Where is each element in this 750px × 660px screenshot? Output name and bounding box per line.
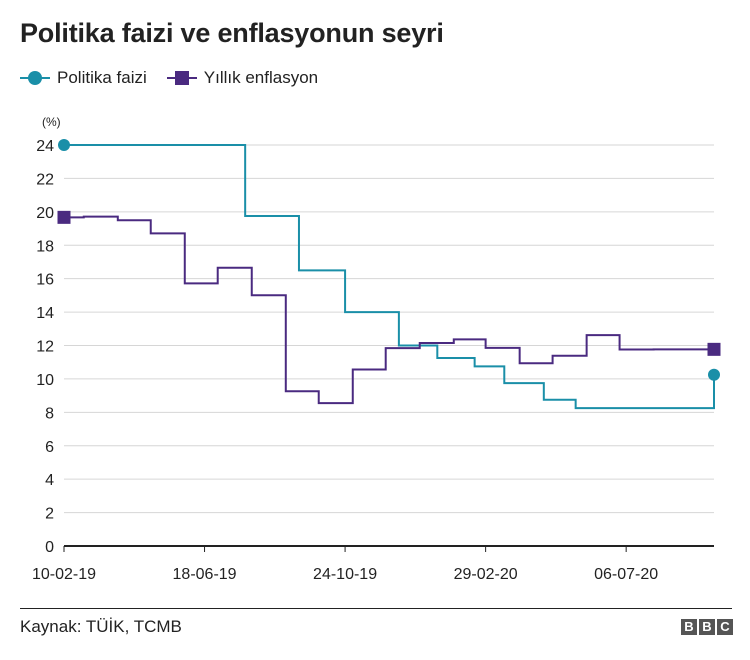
y-tick-label: 10: [36, 372, 54, 389]
y-tick-label: 6: [45, 439, 54, 456]
y-tick-label: 14: [36, 305, 54, 322]
logo-letter: C: [717, 619, 733, 635]
y-tick-label: 24: [36, 138, 54, 155]
inflation-line: [64, 215, 714, 405]
y-tick-label: 16: [36, 272, 54, 289]
policy-rate-end-marker: [708, 368, 720, 381]
x-tick-label: 18-06-19: [173, 566, 237, 583]
chart-legend: Politika faizi Yıllık enflasyon: [20, 68, 318, 88]
y-tick-label: 12: [36, 339, 54, 356]
y-tick-label: 0: [45, 539, 54, 556]
legend-label-annual-inflation: Yıllık enflasyon: [203, 68, 319, 87]
y-tick-label: 2: [45, 506, 54, 523]
inflation-end-marker: [707, 342, 721, 356]
chart-title: Politika faizi ve enflasyonun seyri: [20, 18, 444, 48]
legend-item-policy-rate: Politika faizi: [20, 68, 147, 88]
x-tick-label: 06-07-20: [594, 566, 658, 583]
y-tick-label: 22: [36, 171, 54, 188]
legend-item-annual-inflation: Yıllık enflasyon: [166, 68, 319, 88]
policy-rate-start-marker: [58, 139, 70, 151]
y-tick-label: 20: [36, 205, 54, 222]
y-axis-label: (%): [42, 115, 61, 129]
x-tick-label: 29-02-20: [454, 566, 518, 583]
bbc-logo: B B C: [681, 619, 733, 635]
inflation-start-marker: [57, 210, 71, 224]
circle-marker-icon: [20, 71, 50, 85]
y-tick-label: 18: [36, 238, 54, 255]
policy-rate-line: [64, 144, 715, 410]
x-tick-label: 24-10-19: [313, 566, 377, 583]
logo-letter: B: [681, 619, 697, 635]
y-tick-label: 4: [45, 472, 54, 489]
source-note: Kaynak: TÜİK, TCMB: [20, 617, 182, 636]
legend-label-policy-rate: Politika faizi: [57, 68, 147, 87]
y-tick-label: 8: [45, 405, 54, 422]
footer-divider: [20, 608, 732, 609]
square-marker-icon: [166, 71, 197, 85]
logo-letter: B: [699, 619, 715, 635]
x-tick-label: 10-02-19: [32, 566, 96, 583]
